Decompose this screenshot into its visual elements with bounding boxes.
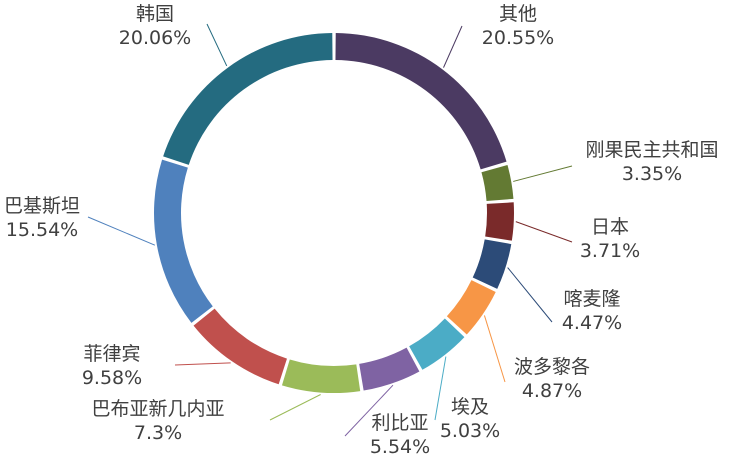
leader-line-4 xyxy=(483,315,506,383)
slice-value-label: 20.06% xyxy=(119,27,191,49)
leader-line-6 xyxy=(344,384,394,437)
slice-value-label: 3.35% xyxy=(622,163,682,185)
slice-category-label: 菲律宾 xyxy=(83,343,140,365)
slice-value-label: 20.55% xyxy=(482,27,554,49)
slice-category-label: 刚果民主共和国 xyxy=(585,139,718,161)
leader-line-9 xyxy=(87,216,156,246)
slice-10 xyxy=(163,33,333,165)
slice-category-label: 巴布亚新几内亚 xyxy=(91,398,224,420)
leader-line-10 xyxy=(206,23,228,67)
leader-line-1 xyxy=(513,165,573,182)
slice-category-label: 喀麦隆 xyxy=(563,288,620,310)
leader-line-8 xyxy=(174,362,231,366)
slice-5 xyxy=(409,318,465,370)
slice-category-label: 韩国 xyxy=(136,3,174,25)
leader-line-2 xyxy=(515,221,573,243)
slice-value-label: 15.54% xyxy=(6,219,78,241)
slices-group xyxy=(154,33,514,394)
slice-value-label: 7.3% xyxy=(134,422,182,444)
slice-value-label: 9.58% xyxy=(82,367,142,389)
slice-category-label: 日本 xyxy=(591,216,629,238)
slice-category-label: 巴基斯坦 xyxy=(4,195,80,217)
slice-value-label: 4.87% xyxy=(522,380,582,402)
slice-6 xyxy=(359,347,420,391)
slice-category-label: 利比亚 xyxy=(371,412,428,434)
slice-0 xyxy=(335,33,507,170)
slice-1 xyxy=(481,164,514,201)
slice-category-label: 埃及 xyxy=(451,396,489,418)
slice-category-label: 其他 xyxy=(499,3,537,25)
slice-2 xyxy=(485,202,514,241)
slice-value-label: 3.71% xyxy=(580,240,640,262)
slice-value-label: 5.03% xyxy=(440,420,500,442)
leader-lines-group xyxy=(87,23,573,437)
slice-4 xyxy=(446,280,496,335)
slice-value-label: 4.47% xyxy=(562,312,622,334)
leader-line-3 xyxy=(507,267,553,323)
slice-7 xyxy=(281,359,361,394)
slice-category-label: 波多黎各 xyxy=(514,356,590,378)
leader-line-5 xyxy=(434,356,447,421)
slice-3 xyxy=(472,239,512,289)
leader-line-7 xyxy=(269,394,321,421)
slice-value-label: 5.54% xyxy=(370,436,430,458)
slice-8 xyxy=(193,308,287,385)
slice-9 xyxy=(154,159,213,323)
leader-line-0 xyxy=(443,25,463,68)
